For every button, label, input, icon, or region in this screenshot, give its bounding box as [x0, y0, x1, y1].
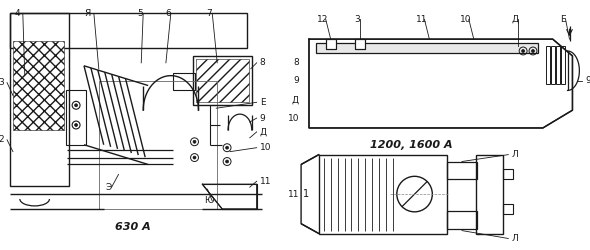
Text: Д: Д	[512, 15, 519, 24]
Bar	[447, 211, 477, 228]
Polygon shape	[309, 39, 572, 128]
Circle shape	[522, 50, 525, 52]
Circle shape	[225, 146, 228, 149]
Text: 6: 6	[165, 9, 171, 18]
Bar	[355, 39, 365, 49]
Text: 3: 3	[355, 15, 360, 24]
Text: Л: Л	[512, 234, 518, 243]
Text: 7: 7	[206, 9, 212, 18]
Text: 8: 8	[260, 58, 266, 67]
Bar	[447, 162, 477, 179]
Bar	[316, 43, 538, 53]
Text: Э: Э	[106, 183, 112, 192]
Text: 11: 11	[260, 177, 271, 186]
Circle shape	[74, 124, 77, 126]
Bar	[10, 14, 247, 48]
Text: Е: Е	[260, 98, 266, 107]
Polygon shape	[202, 184, 257, 209]
Text: 1: 1	[303, 189, 309, 199]
Text: Д: Д	[260, 128, 267, 136]
Text: 630 А: 630 А	[116, 222, 151, 232]
Bar	[560, 46, 565, 84]
Bar	[192, 56, 252, 105]
Bar	[319, 154, 447, 234]
Text: 2: 2	[0, 135, 4, 144]
Circle shape	[193, 140, 196, 143]
Text: Л: Л	[512, 150, 518, 159]
Text: 12: 12	[317, 15, 329, 24]
Bar	[503, 204, 513, 214]
Text: 11: 11	[416, 15, 427, 24]
Text: 10: 10	[460, 15, 471, 24]
Bar	[326, 39, 336, 49]
Text: Е: Е	[560, 15, 565, 24]
Text: 11: 11	[287, 190, 299, 198]
Bar	[503, 170, 513, 179]
Bar	[195, 59, 249, 102]
Circle shape	[225, 160, 228, 163]
Text: 9: 9	[293, 76, 299, 85]
Bar	[173, 73, 195, 90]
Text: Д: Д	[292, 96, 299, 105]
Text: 3: 3	[0, 78, 4, 87]
Bar	[546, 46, 550, 84]
Bar	[550, 46, 555, 84]
Text: 4: 4	[14, 9, 20, 18]
Bar	[13, 41, 64, 130]
Bar	[476, 154, 503, 234]
Bar	[99, 80, 217, 209]
Bar	[10, 14, 69, 186]
Text: 1200, 1600 А: 1200, 1600 А	[370, 140, 453, 150]
Text: 10: 10	[287, 114, 299, 122]
Circle shape	[532, 50, 535, 52]
Text: 10: 10	[260, 143, 271, 152]
Bar	[66, 90, 86, 145]
Circle shape	[74, 104, 77, 107]
Circle shape	[193, 156, 196, 159]
Text: 5: 5	[137, 9, 143, 18]
Text: 9: 9	[585, 76, 590, 85]
Text: 9: 9	[260, 114, 266, 122]
Bar	[355, 39, 365, 49]
Text: Я: Я	[84, 9, 91, 18]
Bar	[326, 39, 336, 49]
Text: 8: 8	[293, 58, 299, 67]
Text: Ю: Ю	[205, 196, 214, 205]
Bar	[556, 46, 560, 84]
